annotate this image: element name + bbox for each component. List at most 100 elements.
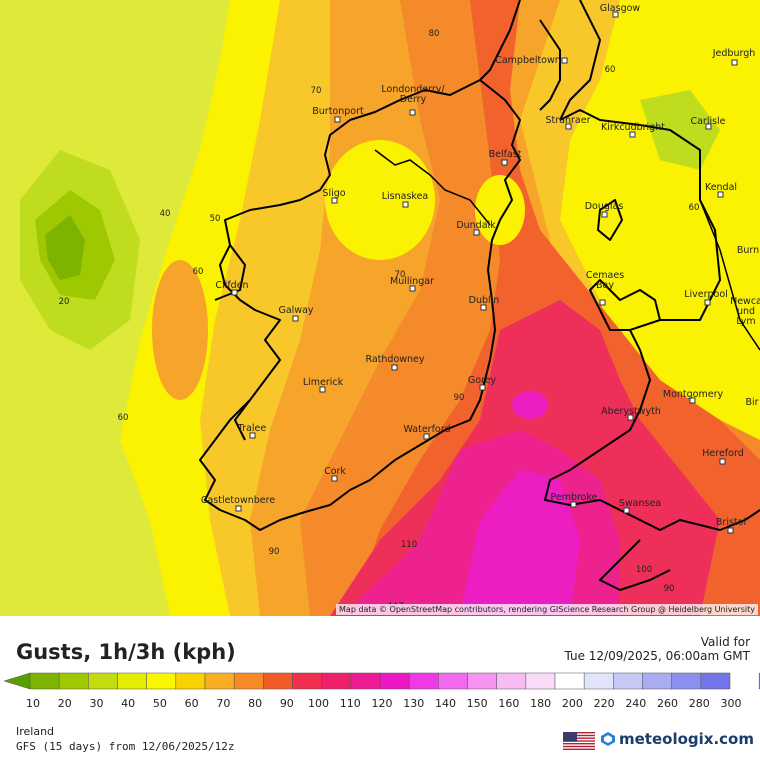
svg-text:Clifden: Clifden: [215, 280, 248, 291]
legend-tick-label: 30: [89, 697, 104, 710]
svg-text:Pembroke: Pembroke: [550, 492, 597, 503]
svg-text:Kirkcudbright: Kirkcudbright: [601, 122, 665, 133]
legend-tick-label: 240: [625, 697, 647, 710]
svg-text:Bir: Bir: [745, 397, 758, 408]
svg-text:Carlisle: Carlisle: [690, 116, 725, 127]
legend-color-cell: [467, 672, 497, 690]
svg-text:60: 60: [193, 267, 204, 277]
svg-text:Limerick: Limerick: [303, 377, 344, 388]
map-title: Gusts, 1h/3h (kph): [16, 640, 236, 664]
valid-for-label: Valid for: [700, 635, 750, 649]
gust-field: [20, 0, 760, 616]
svg-text:Waterford: Waterford: [403, 424, 450, 435]
legend-color-cell: [263, 672, 293, 690]
legend-tick-label: 120: [371, 697, 393, 710]
valid-time: Tue 12/09/2025, 06:00am GMT: [564, 649, 750, 663]
svg-text:Aberystwyth: Aberystwyth: [601, 406, 661, 417]
svg-text:90: 90: [454, 393, 465, 403]
city-labels: Glasgow Jedburgh Campbeltown Burtonport …: [201, 3, 760, 528]
svg-text:Douglas: Douglas: [585, 201, 624, 212]
svg-text:20: 20: [59, 297, 70, 307]
borders: [374, 149, 760, 351]
legend-color-cell: [292, 672, 322, 690]
weather-map[interactable]: Glasgow Jedburgh Campbeltown Burtonport …: [0, 0, 760, 616]
svg-text:110: 110: [401, 540, 417, 550]
legend-color-cell: [233, 672, 264, 690]
svg-text:Stranraer: Stranraer: [546, 115, 591, 126]
legend-color-cell: [58, 672, 89, 690]
legend-tick-label: 140: [434, 697, 456, 710]
legend-tick-label: 220: [593, 697, 615, 710]
svg-text:Kendal: Kendal: [705, 182, 737, 193]
svg-text:Montgomery: Montgomery: [663, 389, 724, 400]
brand-logo[interactable]: meteologix.com: [600, 730, 754, 748]
svg-text:Liverpool: Liverpool: [684, 289, 728, 300]
legend-color-cell: [525, 672, 556, 690]
legend-tick-label: 90: [279, 697, 294, 710]
svg-text:70: 70: [395, 270, 406, 280]
legend-tick-label: 10: [26, 697, 40, 710]
color-scale-bar: [3, 672, 760, 690]
legend-color-cell: [496, 672, 527, 690]
svg-text:60: 60: [605, 65, 616, 75]
legend-tick-label: 300: [720, 697, 742, 710]
svg-text:60: 60: [118, 413, 129, 423]
svg-text:Bristol: Bristol: [716, 517, 746, 528]
legend-color-cell: [700, 672, 731, 690]
legend-tick-label: 130: [403, 697, 425, 710]
brand-name: meteologix.com: [619, 730, 754, 748]
legend-color-cell: [204, 672, 235, 690]
legend-color-cell: [583, 672, 614, 690]
legend-color-cell: [321, 672, 352, 690]
legend-color-cell: [408, 672, 439, 690]
legend-color-cell: [88, 672, 118, 690]
legend-tick-label: 180: [530, 697, 552, 710]
legend-tick-label: 110: [339, 697, 361, 710]
legend-color-cell: [642, 672, 672, 690]
svg-text:50: 50: [210, 214, 221, 224]
svg-text:Lisnaskea: Lisnaskea: [382, 191, 429, 202]
svg-text:Cork: Cork: [324, 466, 346, 477]
legend-color-cell: [146, 672, 177, 690]
svg-text:90: 90: [664, 584, 675, 594]
svg-text:Rathdowney: Rathdowney: [365, 354, 424, 365]
legend-color-cell: [350, 672, 381, 690]
svg-text:Tralee: Tralee: [237, 423, 267, 434]
legend-color-cell: [29, 672, 60, 690]
svg-text:Sligo: Sligo: [322, 188, 345, 199]
legend-tick-label: 100: [308, 697, 330, 710]
legend-tick-label: 200: [561, 697, 583, 710]
svg-text:Dublin: Dublin: [469, 295, 500, 306]
svg-text:Belfast: Belfast: [489, 149, 522, 160]
model-info: GFS (15 days) from 12/06/2025/12z: [16, 740, 235, 753]
svg-text:Galway: Galway: [278, 305, 313, 316]
svg-text:70: 70: [311, 86, 322, 96]
legend-color-cell: [613, 672, 643, 690]
svg-text:80: 80: [429, 29, 440, 39]
svg-text:Dundalk: Dundalk: [456, 220, 496, 231]
svg-text:Campbeltown: Campbeltown: [495, 55, 561, 66]
legend-tick-label: 280: [688, 697, 710, 710]
legend-color-cell: [554, 672, 585, 690]
svg-text:Hereford: Hereford: [702, 448, 743, 459]
us-flag-icon: [563, 732, 595, 750]
svg-text:Burn: Burn: [737, 245, 759, 256]
svg-text:40: 40: [160, 209, 171, 219]
svg-text:Glasgow: Glasgow: [600, 3, 641, 14]
legend-tick-label: 260: [657, 697, 679, 710]
map-attribution[interactable]: Map data © OpenStreetMap contributors, r…: [336, 604, 758, 615]
legend-arrow-low: [3, 672, 31, 690]
region-label: Ireland: [16, 725, 55, 738]
svg-text:100: 100: [636, 565, 652, 575]
legend-tick-label: 70: [216, 697, 231, 710]
city-markers: [231, 11, 738, 534]
legend-tick-label: 80: [248, 697, 263, 710]
svg-text:60: 60: [689, 203, 700, 213]
legend-tick-label: 150: [466, 697, 488, 710]
svg-text:Jedburgh: Jedburgh: [712, 48, 756, 59]
legend-color-cell: [438, 672, 468, 690]
coastlines: [199, 0, 760, 591]
legend-tick-label: 60: [184, 697, 199, 710]
